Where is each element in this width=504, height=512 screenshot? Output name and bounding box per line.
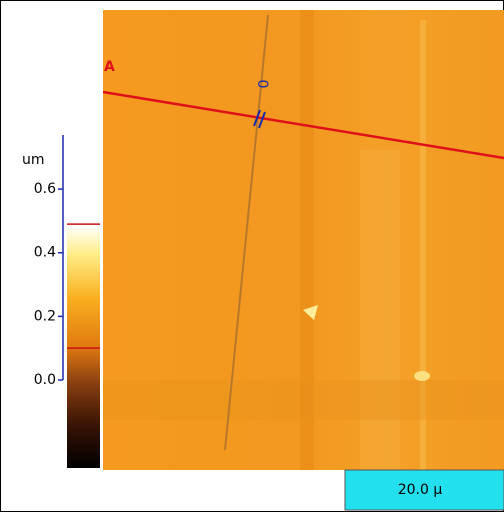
image-band	[103, 380, 504, 420]
viewer: A 0 um 20.0 µ 0.6 0.4 0.2 0.0	[0, 0, 504, 512]
image-feature	[414, 371, 430, 381]
afm-image: A 0	[103, 10, 504, 470]
tick-label: 0.6	[34, 181, 56, 197]
tick-label: 0.2	[34, 308, 56, 324]
profile-label: A	[104, 59, 115, 75]
scale-bar-label: 20.0 µ	[398, 482, 443, 498]
image-streak	[360, 150, 400, 470]
tick-label: 0.4	[34, 245, 56, 261]
colorbar	[67, 225, 100, 468]
tick-label: 0.0	[34, 372, 56, 388]
colorbar-unit: um	[22, 152, 45, 168]
cursor-label: 0	[254, 80, 270, 89]
